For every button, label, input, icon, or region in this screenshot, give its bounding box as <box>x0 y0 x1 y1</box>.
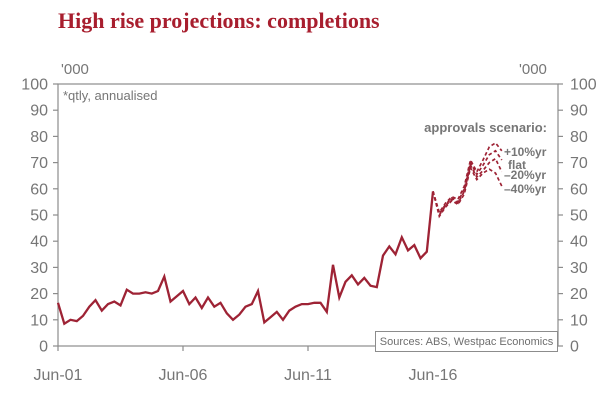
series-approvals-scenario-20%yr <box>432 157 503 218</box>
y-tick-label-left: 70 <box>30 155 48 172</box>
y-tick-label-right: 10 <box>570 312 588 329</box>
y-tick-label-left: 10 <box>30 312 48 329</box>
series-approvals-scenario-40%yr <box>432 165 503 219</box>
y-tick-label-right: 90 <box>570 103 588 120</box>
y-tick-label-right: 70 <box>570 155 588 172</box>
y-axis-unit-left: '000 <box>61 61 89 78</box>
sources-box: Sources: ABS, Westpac Economics <box>375 331 558 352</box>
y-tick-label-right: 80 <box>570 129 588 146</box>
sources-text: Sources: ABS, Westpac Economics <box>379 335 554 348</box>
scenario-label-flat: flat <box>508 158 526 173</box>
y-tick-label-left: 100 <box>21 77 48 94</box>
y-tick-label-left: 40 <box>30 234 48 251</box>
y-tick-label-right: 100 <box>570 77 597 94</box>
approvals-scenario-header: approvals scenario: <box>424 120 547 135</box>
y-tick-label-left: 90 <box>30 103 48 120</box>
y-tick-label-right: 50 <box>570 208 588 225</box>
qtly-annualised-note: *qtly, annualised <box>63 88 158 103</box>
x-tick-label: Jun-06 <box>159 367 208 384</box>
series-completions-actual <box>56 191 435 326</box>
y-tick-label-right: 30 <box>570 260 588 277</box>
y-tick-label-left: 50 <box>30 208 48 225</box>
y-tick-label-right: 60 <box>570 181 588 198</box>
y-tick-label-left: 30 <box>30 260 48 277</box>
y-tick-label-right: 0 <box>570 339 579 356</box>
x-tick-label: Jun-16 <box>409 367 458 384</box>
y-tick-label-left: 60 <box>30 181 48 198</box>
scenario-label-minus20: –20%yr <box>504 167 547 182</box>
x-tick-label: Jun-01 <box>34 367 83 384</box>
y-tick-label-left: 80 <box>30 129 48 146</box>
x-tick-label: Jun-11 <box>284 367 332 384</box>
y-tick-label-left: 20 <box>30 286 48 303</box>
page-title: High rise projections: completions <box>58 8 380 33</box>
y-axis-unit-right: '000 <box>519 61 547 78</box>
y-tick-label-right: 40 <box>570 234 588 251</box>
y-tick-label-left: 0 <box>39 339 48 356</box>
y-tick-label-right: 20 <box>570 286 588 303</box>
scenario-label-plus10: +10%yr <box>504 145 547 160</box>
scenario-label-minus40: –40%yr <box>504 182 547 197</box>
series-approvals-scenario-flat <box>432 149 503 216</box>
